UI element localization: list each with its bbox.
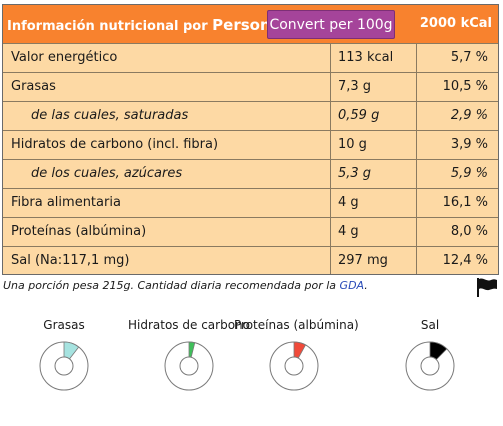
title-text: Información nutricional por — [7, 19, 208, 34]
gauge-label: Sal — [420, 318, 440, 332]
nutrient-percent: 12,4 % — [442, 253, 488, 268]
nutrient-percent: 10,5 % — [442, 79, 488, 94]
reference-kcal: 2000 kCal — [419, 16, 492, 31]
gauge: Proteínas (albúmina) — [234, 318, 359, 392]
nutrient-name: de los cuales, azúcares — [31, 166, 183, 181]
nutrient-name: de las cuales, saturadas — [31, 108, 189, 123]
nutrient-amount: 113 kcal — [338, 50, 394, 65]
gda-link[interactable]: GDA — [339, 279, 365, 292]
nutrient-percent: 16,1 % — [442, 195, 488, 210]
nutrient-percent: 2,9 % — [450, 108, 488, 123]
footnote-text: Una porción pesa 215g. Cantidad diaria r… — [3, 279, 337, 292]
nutrient-amount: 10 g — [338, 137, 367, 152]
nutrient-name: Valor energético — [11, 50, 118, 65]
gauge-hole — [420, 356, 440, 376]
nutrient-percent: 3,9 % — [450, 137, 488, 152]
gauge-ring — [269, 341, 319, 391]
gauge: Grasas — [14, 318, 114, 392]
gauge: Sal — [380, 318, 480, 392]
column-separator — [330, 43, 331, 274]
nutrient-amount: 0,59 g — [338, 108, 380, 123]
table-header: Información nutricional por Person Conve… — [3, 5, 498, 43]
nutrient-amount: 7,3 g — [338, 79, 372, 94]
gauge-ring — [164, 341, 214, 391]
nutrient-amount: 4 g — [338, 224, 359, 239]
gauge-label: Grasas — [43, 318, 85, 332]
table-row: Fibra alimentaria 4 g 16,1 % — [3, 188, 498, 217]
title-person: Person — [212, 16, 271, 34]
gauge-hole — [54, 356, 74, 376]
nutrient-percent: 5,9 % — [450, 166, 488, 181]
nutrient-amount: 5,3 g — [338, 166, 372, 181]
table-row: Valor energético 113 kcal 5,7 % — [3, 43, 498, 72]
nutrient-name: Grasas — [11, 79, 56, 94]
nutrient-percent: 5,7 % — [450, 50, 488, 65]
table-row: de los cuales, azúcares 5,3 g 5,9 % — [3, 159, 498, 188]
convert-per-100g-button[interactable]: Convert per 100g — [267, 10, 395, 39]
table-row: de las cuales, saturadas 0,59 g 2,9 % — [3, 101, 498, 130]
gauge-hole — [179, 356, 199, 376]
nutrient-name: Proteínas (albúmina) — [11, 224, 147, 239]
table-title: Información nutricional por Person — [7, 16, 271, 34]
nutrient-name: Hidratos de carbono (incl. fibra) — [11, 137, 219, 152]
gauge-label: Proteínas (albúmina) — [234, 318, 359, 332]
footnote: Una porción pesa 215g. Cantidad diaria r… — [3, 279, 368, 292]
gauge: Hidratos de carbono — [109, 318, 269, 392]
nutrient-amount: 4 g — [338, 195, 359, 210]
table-row: Sal (Na:117,1 mg) 297 mg 12,4 % — [3, 246, 498, 275]
nutrient-name: Sal (Na:117,1 mg) — [11, 253, 130, 268]
table-row: Hidratos de carbono (incl. fibra) 10 g 3,9… — [3, 130, 498, 159]
table-row: Proteínas (albúmina) 4 g 8,0 % — [3, 217, 498, 246]
gauge-ring — [39, 341, 89, 391]
column-separator — [416, 43, 417, 274]
table-row: Grasas 7,3 g 10,5 % — [3, 72, 498, 101]
footnote-end: . — [364, 279, 368, 292]
nutrition-table: Información nutricional por Person Conve… — [2, 4, 499, 275]
gauge-label: Hidratos de carbono — [128, 318, 250, 332]
nutrient-amount: 297 mg — [338, 253, 388, 268]
nutrient-percent: 8,0 % — [450, 224, 488, 239]
gauge-ring — [405, 341, 455, 391]
nutrient-name: Fibra alimentaria — [11, 195, 121, 210]
flag-icon[interactable] — [475, 276, 499, 298]
gauge-hole — [284, 356, 304, 376]
